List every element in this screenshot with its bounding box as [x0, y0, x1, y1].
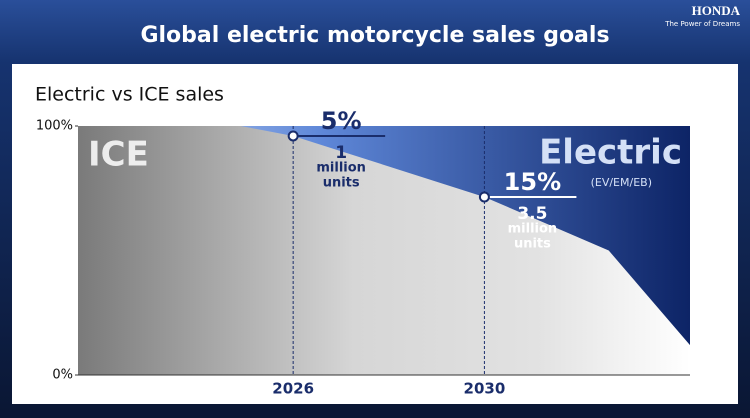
y-tick-label: 0%: [52, 368, 73, 383]
brand: HONDA: [692, 3, 741, 18]
y-tick-label: 100%: [36, 119, 73, 134]
annotation-value: 15%: [504, 168, 561, 196]
x-tick-label: 2026: [272, 380, 314, 398]
slide-title: Global electric motorcycle sales goals: [140, 23, 609, 48]
annotation-value: 5%: [321, 107, 362, 135]
annotation-text: million: [316, 160, 366, 175]
annotation-text: 1: [335, 143, 347, 163]
area-label: ICE: [88, 135, 149, 175]
chart-title: Electric vs ICE sales: [35, 84, 224, 106]
annotation-marker: [287, 130, 299, 142]
area-sublabel: (EV/EM/EB): [591, 176, 652, 189]
annotation-text: 3.5: [517, 204, 547, 224]
area-label: Electric: [539, 133, 682, 173]
area: [78, 126, 690, 375]
tagline: The Power of Dreams: [664, 20, 740, 28]
x-tick-label: 2030: [464, 380, 506, 398]
annotation-text: units: [323, 175, 360, 190]
annotation-marker: [478, 191, 490, 203]
annotation-text: units: [514, 236, 551, 251]
annotation-text: million: [508, 221, 558, 236]
